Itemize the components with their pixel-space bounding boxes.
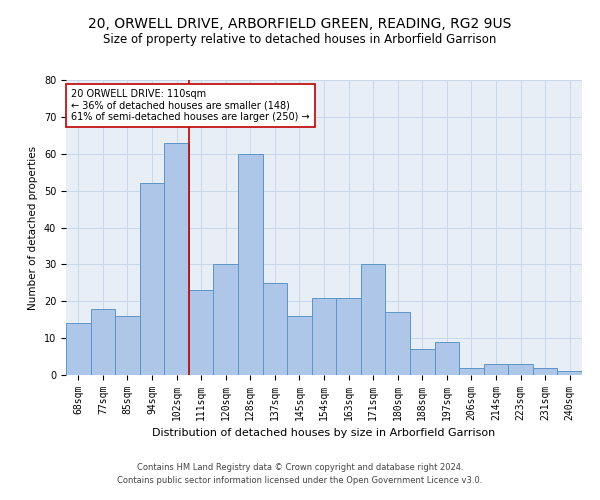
Bar bbox=[312, 298, 336, 375]
Bar bbox=[508, 364, 533, 375]
Bar bbox=[336, 298, 361, 375]
X-axis label: Distribution of detached houses by size in Arborfield Garrison: Distribution of detached houses by size … bbox=[152, 428, 496, 438]
Bar bbox=[434, 342, 459, 375]
Bar bbox=[189, 290, 214, 375]
Bar bbox=[66, 324, 91, 375]
Text: 20 ORWELL DRIVE: 110sqm
← 36% of detached houses are smaller (148)
61% of semi-d: 20 ORWELL DRIVE: 110sqm ← 36% of detache… bbox=[71, 89, 310, 122]
Bar bbox=[140, 183, 164, 375]
Bar bbox=[410, 349, 434, 375]
Bar bbox=[287, 316, 312, 375]
Y-axis label: Number of detached properties: Number of detached properties bbox=[28, 146, 38, 310]
Bar bbox=[91, 308, 115, 375]
Bar bbox=[484, 364, 508, 375]
Bar bbox=[361, 264, 385, 375]
Bar bbox=[533, 368, 557, 375]
Text: 20, ORWELL DRIVE, ARBORFIELD GREEN, READING, RG2 9US: 20, ORWELL DRIVE, ARBORFIELD GREEN, READ… bbox=[88, 18, 512, 32]
Bar bbox=[238, 154, 263, 375]
Bar bbox=[164, 142, 189, 375]
Bar bbox=[557, 372, 582, 375]
Text: Size of property relative to detached houses in Arborfield Garrison: Size of property relative to detached ho… bbox=[103, 32, 497, 46]
Text: Contains HM Land Registry data © Crown copyright and database right 2024.: Contains HM Land Registry data © Crown c… bbox=[137, 464, 463, 472]
Bar bbox=[385, 312, 410, 375]
Bar bbox=[214, 264, 238, 375]
Bar bbox=[459, 368, 484, 375]
Bar bbox=[115, 316, 140, 375]
Bar bbox=[263, 283, 287, 375]
Text: Contains public sector information licensed under the Open Government Licence v3: Contains public sector information licen… bbox=[118, 476, 482, 485]
